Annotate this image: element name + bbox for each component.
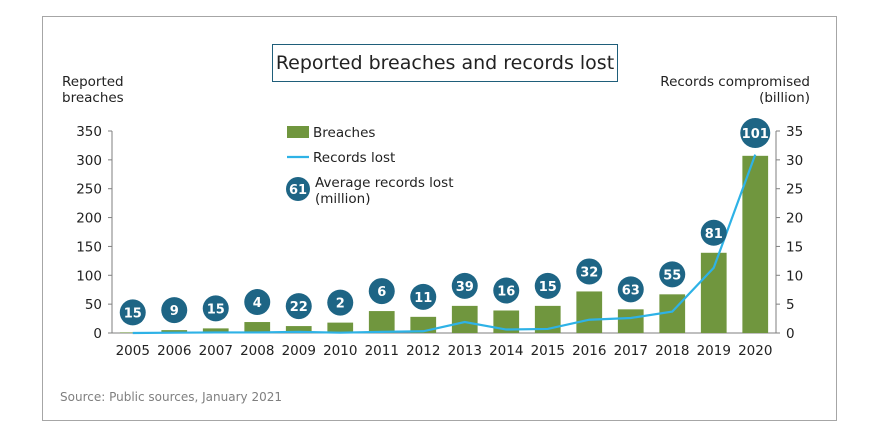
legend-swatch-avg-records	[286, 177, 310, 201]
y-tick-right-label: 5	[786, 297, 795, 313]
badge-avg-records-label: 15	[207, 302, 225, 317]
x-tick-label: 2012	[406, 343, 440, 359]
y-tick-right-label: 15	[786, 239, 803, 255]
badge-avg-records-label: 11	[414, 291, 432, 306]
x-tick-label: 2016	[572, 343, 606, 359]
badge-avg-records-label: 22	[290, 300, 308, 315]
badge-avg-records	[202, 295, 229, 322]
bar-breaches	[368, 311, 395, 333]
badge-avg-records	[700, 219, 727, 246]
badge-avg-records	[119, 299, 146, 326]
x-tick-label: 2009	[282, 343, 316, 359]
badge-avg-records-label: 9	[170, 304, 179, 319]
y-tick-right-label: 0	[786, 326, 795, 342]
badge-avg-records-label: 16	[497, 284, 515, 299]
bar-breaches	[617, 309, 644, 333]
badge-avg-records	[493, 277, 520, 304]
y-tick-left-label: 0	[93, 326, 102, 342]
badge-avg-records	[327, 289, 354, 316]
y-tick-left-label: 300	[76, 153, 102, 169]
legend-label-avg-records: Average records lost	[315, 175, 454, 191]
bar-breaches	[327, 322, 354, 333]
badge-avg-records-label: 63	[622, 283, 640, 298]
y-tick-right-label: 35	[786, 124, 803, 140]
badge-avg-records-label: 32	[580, 265, 598, 280]
badge-avg-records	[740, 118, 771, 148]
badge-avg-records-label: 15	[124, 306, 142, 321]
badge-avg-records-label: 15	[539, 280, 557, 295]
x-tick-label: 2007	[199, 343, 233, 359]
y-tick-left-label: 200	[76, 211, 102, 227]
badge-avg-records	[410, 283, 437, 310]
badge-avg-records-label: 55	[663, 268, 681, 283]
badge-avg-records-label: 101	[742, 127, 769, 142]
x-tick-label: 2015	[531, 343, 565, 359]
y-tick-right-label: 20	[786, 211, 803, 227]
y-axis-right-title-text: Records compromised (billion)	[660, 74, 810, 106]
badge-avg-records-label: 4	[253, 296, 262, 311]
legend-label-avg-records-unit: (million)	[315, 191, 371, 207]
badge-avg-records	[617, 276, 644, 303]
y-tick-left-label: 350	[76, 124, 102, 140]
line-records-lost	[132, 154, 757, 335]
y-tick-right-label: 25	[786, 182, 803, 198]
x-tick-label: 2018	[655, 343, 689, 359]
badge-avg-records-label: 39	[456, 280, 474, 295]
legend-swatch-breaches	[287, 126, 309, 138]
x-tick-label: 2008	[240, 343, 274, 359]
bar-breaches	[161, 330, 188, 333]
y-axis-left-title: Reported breaches	[62, 74, 142, 106]
badge-avg-records	[659, 261, 686, 288]
x-tick-label: 2010	[323, 343, 357, 359]
x-tick-label: 2005	[116, 343, 150, 359]
bar-breaches	[202, 328, 229, 333]
badge-avg-records	[285, 293, 312, 320]
x-tick-label: 2014	[489, 343, 523, 359]
badge-avg-records	[576, 258, 603, 285]
source-note: Source: Public sources, January 2021	[60, 390, 282, 404]
x-tick-label: 2006	[157, 343, 191, 359]
y-tick-right-label: 10	[786, 268, 803, 284]
badge-avg-records	[451, 272, 478, 299]
x-tick-label: 2011	[365, 343, 399, 359]
bar-breaches	[576, 291, 603, 333]
badge-avg-records-label: 81	[705, 227, 723, 242]
badge-avg-records	[368, 278, 395, 305]
bar-breaches	[451, 305, 478, 333]
y-axis-left-title-text: Reported breaches	[62, 74, 124, 106]
bar-breaches	[244, 322, 271, 333]
bar-breaches	[742, 155, 769, 333]
chart-frame	[42, 16, 837, 421]
y-tick-left-label: 150	[76, 239, 102, 255]
badge-avg-records	[244, 289, 271, 316]
x-tick-label: 2020	[738, 343, 772, 359]
legend-label-breaches: Breaches	[313, 125, 375, 141]
y-tick-left-label: 100	[76, 268, 102, 284]
y-tick-left-label: 50	[85, 297, 102, 313]
y-axis-right-title: Records compromised (billion)	[640, 74, 810, 106]
y-tick-right-label: 30	[786, 153, 803, 169]
legend-swatch-avg-records-label: 61	[289, 183, 307, 198]
badge-avg-records	[534, 272, 561, 299]
x-tick-label: 2017	[614, 343, 648, 359]
y-tick-left-label: 250	[76, 182, 102, 198]
x-tick-label: 2013	[448, 343, 482, 359]
legend-label-records-lost: Records lost	[313, 150, 395, 166]
badge-avg-records-label: 6	[377, 285, 386, 300]
bar-breaches	[285, 326, 312, 333]
badge-avg-records-label: 2	[336, 297, 345, 312]
badge-avg-records	[161, 297, 188, 324]
chart-title: Reported breaches and records lost	[272, 44, 618, 82]
x-tick-label: 2019	[697, 343, 731, 359]
